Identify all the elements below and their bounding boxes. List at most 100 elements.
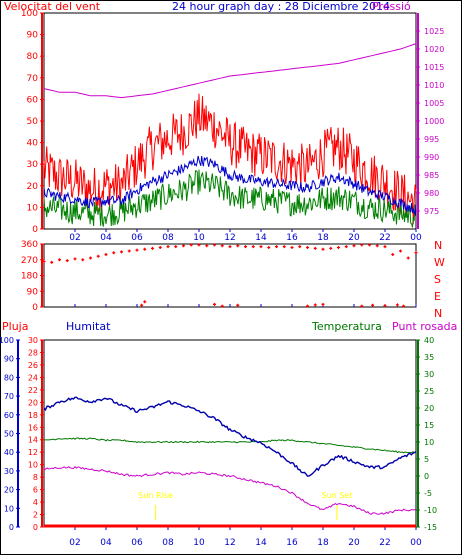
- direction-point: [329, 246, 333, 250]
- direction-point: [282, 245, 286, 249]
- rain-tick-label: 2: [33, 511, 38, 520]
- direction-point: [112, 251, 116, 255]
- direction-point: [182, 244, 185, 248]
- x-tick-label: 06: [131, 538, 143, 548]
- direction-point: [259, 245, 263, 249]
- direction-point: [197, 243, 201, 247]
- compass-label: N: [434, 307, 442, 320]
- humidity-tick-label: 90: [4, 355, 14, 364]
- compass-label: S: [434, 273, 441, 286]
- direction-point: [375, 244, 379, 248]
- series-temperature-line: [43, 437, 417, 454]
- temperature-tick-label: 0: [424, 472, 429, 481]
- rain-tick-label: 20: [28, 398, 38, 407]
- rain-tick-label: 6: [33, 486, 38, 495]
- x-tick-label: 00: [410, 233, 422, 243]
- temperature-label: Temperatura: [312, 320, 382, 333]
- series-avg-line: [43, 155, 417, 217]
- pressure-tick-label: 1005: [424, 99, 444, 108]
- x-tick-label: 20: [348, 233, 360, 243]
- direction-point: [236, 244, 240, 248]
- direction-point: [104, 253, 108, 256]
- direction-point: [213, 243, 216, 247]
- graph-title: 24 hour graph day : 28 Diciembre 2014: [172, 0, 390, 13]
- temperature-tick-label: 10: [424, 438, 434, 447]
- x-tick-label: 16: [286, 538, 298, 548]
- x-tick-label: 02: [69, 538, 80, 548]
- pressure-tick-label: 995: [424, 135, 439, 144]
- direction-point: [368, 243, 371, 247]
- temperature-tick-label: 40: [424, 336, 434, 345]
- direction-point: [236, 303, 240, 307]
- temperature-tick-label: -15: [424, 523, 437, 532]
- direction-plot-area: [43, 243, 417, 308]
- x-tick-label: 22: [379, 233, 390, 243]
- rain-tick-label: 24: [28, 373, 38, 382]
- direction-point: [383, 245, 387, 249]
- pressure-tick-label: 980: [424, 189, 439, 198]
- direction-tick-label: 180: [21, 272, 38, 282]
- x-tick-label: 18: [317, 233, 329, 243]
- wind-tick-label: 50: [27, 117, 39, 127]
- direction-point: [360, 243, 364, 247]
- direction-point: [140, 303, 144, 307]
- x-tick-label: 12: [224, 538, 235, 548]
- direction-point: [414, 251, 418, 255]
- series-gust-line: [43, 93, 417, 224]
- pressure-label: Pressió: [372, 0, 411, 13]
- x-tick-label: 10: [193, 538, 205, 548]
- direction-tick-label: 90: [27, 287, 39, 297]
- pressure-tick-label: 975: [424, 207, 439, 216]
- direction-point: [321, 247, 325, 251]
- direction-point: [383, 304, 387, 308]
- x-tick-label: 14: [255, 233, 267, 243]
- x-tick-label: 18: [317, 538, 329, 548]
- direction-point: [267, 246, 271, 249]
- compass-label: N: [434, 239, 442, 252]
- wind-tick-label: 40: [27, 139, 39, 149]
- direction-tick-label: 0: [32, 303, 38, 313]
- direction-point: [174, 245, 178, 249]
- humidity-tick-label: 70: [4, 392, 14, 401]
- x-tick-label: 08: [162, 233, 174, 243]
- pressure-tick-label: 1010: [424, 81, 444, 90]
- direction-point: [244, 245, 247, 249]
- direction-point: [391, 253, 395, 256]
- x-tick-label: 00: [410, 538, 422, 548]
- direction-point: [127, 249, 131, 253]
- x-tick-label: 02: [69, 233, 80, 243]
- x-tick-label: 16: [286, 233, 298, 243]
- rain-tick-label: 16: [28, 423, 38, 432]
- direction-point: [275, 245, 278, 249]
- temperature-tick-label: 15: [424, 421, 434, 430]
- direction-point: [205, 244, 209, 248]
- humidity-tick-label: 80: [4, 373, 14, 382]
- temperature-tick-label: 25: [424, 387, 434, 396]
- direction-point: [321, 302, 325, 306]
- temperature-tick-label: 5: [424, 455, 429, 464]
- direction-point: [290, 246, 294, 249]
- wind-tick-label: 0: [32, 225, 38, 235]
- direction-point: [220, 244, 224, 248]
- direction-point: [151, 246, 154, 250]
- x-tick-label: 10: [193, 233, 205, 243]
- temperature-tick-label: 35: [424, 353, 434, 362]
- direction-point: [306, 246, 309, 249]
- direction-point: [251, 245, 255, 249]
- humidity-label: Humitat: [66, 320, 111, 333]
- direction-point: [135, 248, 139, 252]
- temperature-tick-label: -10: [424, 506, 437, 515]
- direction-point: [120, 250, 123, 254]
- series-min-line: [43, 169, 417, 228]
- rain-tick-label: 8: [33, 473, 38, 482]
- pressure-tick-label: 1000: [424, 117, 444, 126]
- direction-point: [228, 245, 232, 249]
- humidity-tick-label: 0: [9, 523, 14, 532]
- rain-tick-label: 26: [28, 361, 38, 370]
- wind-tick-label: 10: [27, 203, 39, 213]
- series-dewpoint-line: [43, 465, 417, 515]
- pressure-tick-label: 1020: [424, 45, 444, 54]
- series-humidity-line: [43, 396, 417, 477]
- x-tick-label: 08: [162, 538, 174, 548]
